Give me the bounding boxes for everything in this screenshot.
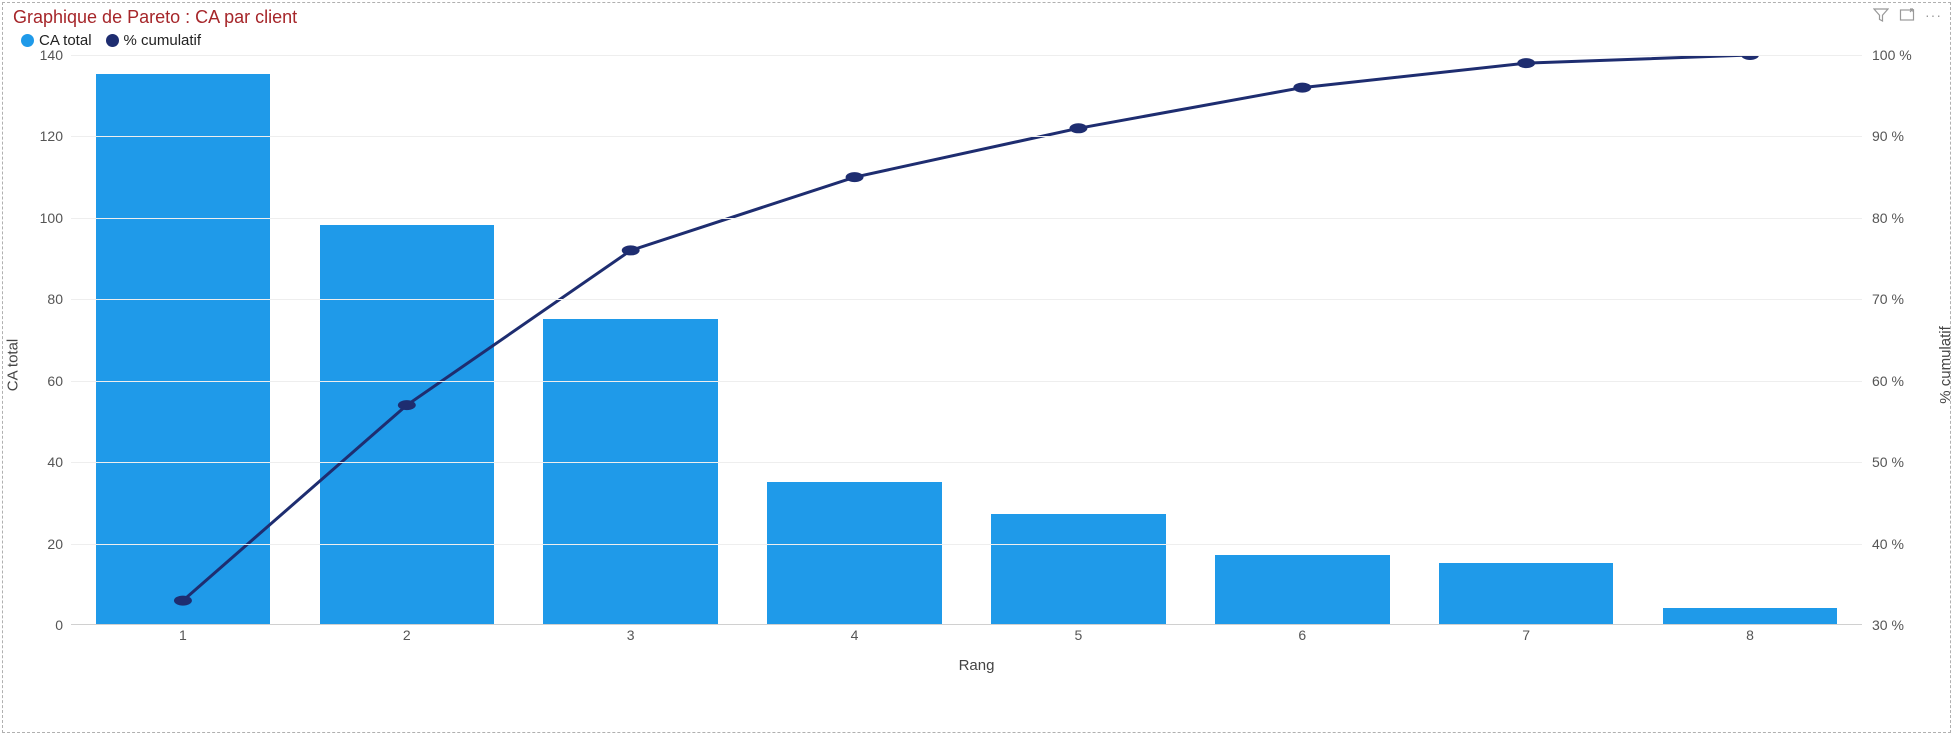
plot-wrap: CA total % cumulatif 0204060801001201403…	[19, 55, 1934, 674]
bar[interactable]	[1439, 563, 1614, 624]
plot: 02040608010012014030 %40 %50 %60 %70 %80…	[71, 55, 1862, 655]
y-right-tick: 60 %	[1862, 373, 1904, 389]
y-left-tick: 100	[40, 210, 71, 226]
grid-line	[71, 136, 1862, 137]
filter-icon[interactable]	[1873, 7, 1889, 23]
y-right-tick: 40 %	[1862, 536, 1904, 552]
y-axis-right-label: % cumulatif	[1938, 326, 1953, 404]
y-left-tick: 60	[47, 373, 71, 389]
plot-area: 02040608010012014030 %40 %50 %60 %70 %80…	[71, 55, 1862, 625]
legend-label: % cumulatif	[124, 32, 202, 49]
x-ticks: 12345678	[71, 627, 1862, 643]
x-axis-label: Rang	[19, 655, 1934, 674]
grid-line	[71, 218, 1862, 219]
y-right-tick: 70 %	[1862, 291, 1904, 307]
bar[interactable]	[320, 225, 495, 624]
bars-group	[71, 55, 1862, 624]
x-tick: 3	[519, 627, 743, 643]
y-right-tick: 100 %	[1862, 47, 1912, 63]
bar[interactable]	[543, 319, 718, 624]
chart-title: Graphique de Pareto : CA par client	[13, 7, 297, 28]
bar[interactable]	[1663, 608, 1838, 624]
bar[interactable]	[991, 514, 1166, 624]
bar-slot	[71, 55, 295, 624]
bar[interactable]	[96, 74, 271, 624]
bar-slot	[1638, 55, 1862, 624]
y-right-tick: 80 %	[1862, 210, 1904, 226]
focus-mode-icon[interactable]	[1899, 7, 1915, 23]
legend-swatch-ca-total	[21, 34, 34, 47]
y-right-tick: 90 %	[1862, 128, 1904, 144]
x-tick: 2	[295, 627, 519, 643]
bar[interactable]	[1215, 555, 1390, 624]
y-right-tick: 50 %	[1862, 454, 1904, 470]
bar[interactable]	[767, 482, 942, 625]
bar-slot	[743, 55, 967, 624]
y-left-tick: 80	[47, 291, 71, 307]
title-row: Graphique de Pareto : CA par client ···	[3, 3, 1950, 28]
grid-line	[71, 55, 1862, 56]
grid-line	[71, 381, 1862, 382]
chart-container: Graphique de Pareto : CA par client ··· …	[2, 2, 1951, 733]
x-tick: 5	[967, 627, 1191, 643]
y-left-tick: 40	[47, 454, 71, 470]
x-tick: 4	[743, 627, 967, 643]
bar-slot	[519, 55, 743, 624]
grid-line	[71, 299, 1862, 300]
x-tick: 6	[1190, 627, 1414, 643]
legend-swatch-cumulatif	[106, 34, 119, 47]
bar-slot	[295, 55, 519, 624]
y-axis-left-label: CA total	[5, 338, 22, 391]
toolbar: ···	[1873, 7, 1942, 23]
y-left-tick: 120	[40, 128, 71, 144]
y-left-tick: 0	[55, 617, 71, 633]
more-options-icon[interactable]: ···	[1925, 7, 1942, 23]
grid-line	[71, 462, 1862, 463]
x-tick: 1	[71, 627, 295, 643]
x-tick: 7	[1414, 627, 1638, 643]
legend-item-cumulatif[interactable]: % cumulatif	[106, 32, 202, 49]
grid-line	[71, 544, 1862, 545]
bar-slot	[967, 55, 1191, 624]
y-left-tick: 140	[40, 47, 71, 63]
x-tick: 8	[1638, 627, 1862, 643]
y-left-tick: 20	[47, 536, 71, 552]
legend: CA total % cumulatif	[3, 28, 1950, 55]
y-right-tick: 30 %	[1862, 617, 1904, 633]
bar-slot	[1190, 55, 1414, 624]
bar-slot	[1414, 55, 1638, 624]
